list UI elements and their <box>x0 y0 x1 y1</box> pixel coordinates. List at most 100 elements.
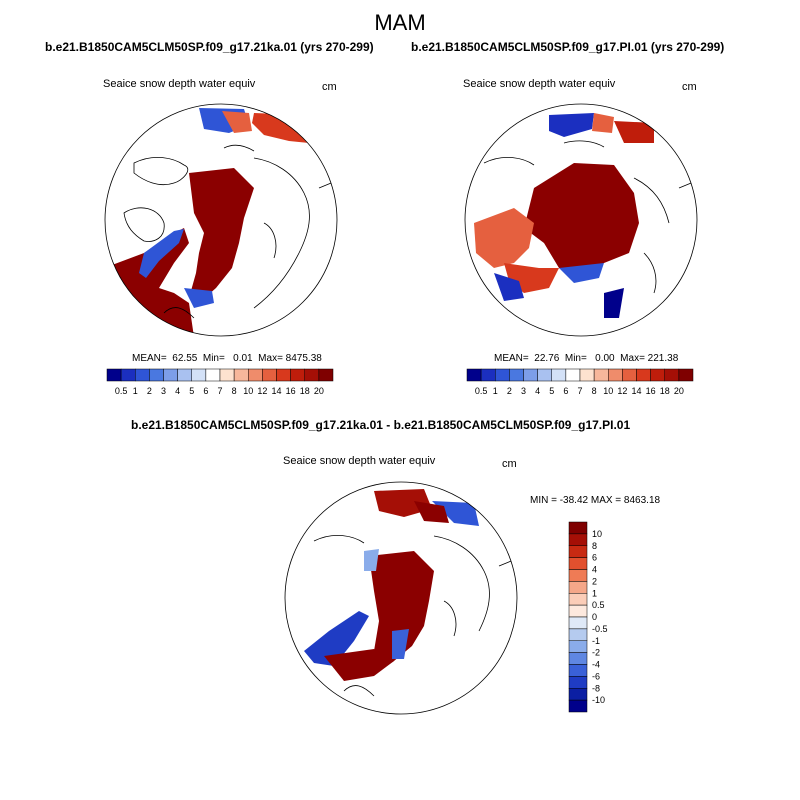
colorbar-tick-label: -8 <box>592 683 600 693</box>
diff-panel-title: b.e21.B1850CAM5CLM50SP.f09_g17.21ka.01 -… <box>131 418 631 432</box>
colorbar-tick-label: 2 <box>147 386 152 396</box>
panel-2-case-title: b.e21.B1850CAM5CLM50SP.f09_g17.PI.01 (yr… <box>411 40 725 54</box>
colorbar-swatch <box>664 368 680 382</box>
colorbar-swatch <box>568 545 588 558</box>
diff-polar-map <box>284 481 518 715</box>
colorbar-swatch <box>248 368 263 382</box>
panel-2-units-label: cm <box>682 81 697 93</box>
colorbar-swatch <box>219 368 235 382</box>
colorbar-tick-label: 16 <box>286 386 296 396</box>
colorbar-swatch <box>304 368 320 382</box>
colorbar-tick-label: 3 <box>161 386 166 396</box>
panel-2-stats: MEAN= 22.76 Min= 0.00 Max= 221.38 <box>494 353 679 364</box>
colorbar-tick-label: 1 <box>133 386 138 396</box>
colorbar-tick-label: 12 <box>257 386 267 396</box>
colorbar-swatch <box>568 676 588 689</box>
colorbar-swatch <box>480 368 496 382</box>
colorbar-tick-label: 20 <box>314 386 324 396</box>
colorbar-swatch <box>678 368 694 382</box>
colorbar-swatch <box>568 664 588 677</box>
colorbar-swatch <box>163 368 178 382</box>
colorbar-tick-label: 0 <box>592 612 597 622</box>
colorbar-swatch <box>568 593 588 606</box>
colorbar-swatch <box>568 699 588 713</box>
colorbar-swatch <box>233 368 249 382</box>
panel-2-polar-map <box>464 103 698 337</box>
diff-colorbar: 10 8 6 42 1 0.5 0 -0.5 -1 -2 -4-6 -8 -10 <box>568 521 608 713</box>
panel-1-colorbar: 0.5 1 2 3 4 5 6 7 8 10 12 14 16 18 20 <box>106 368 334 396</box>
colorbar-tick-label: 8 <box>232 386 237 396</box>
colorbar-swatch <box>568 581 588 594</box>
panel-1-polar-map <box>104 103 338 337</box>
colorbar-swatch <box>622 368 637 382</box>
colorbar-tick-label: 3 <box>521 386 526 396</box>
colorbar-swatch <box>568 521 588 535</box>
colorbar-swatch <box>318 368 334 382</box>
panel-1-units-label: cm <box>322 81 337 93</box>
colorbar-tick-label: 7 <box>577 386 582 396</box>
panel-2-colorbar: 0.5 1 2 3 4 5 6 7 8 10 12 14 16 18 20 <box>466 368 694 396</box>
colorbar-swatch <box>290 368 305 382</box>
colorbar-tick-label: -4 <box>592 660 600 670</box>
colorbar-swatch <box>495 368 510 382</box>
colorbar-tick-label: 5 <box>549 386 554 396</box>
diff-units-label: cm <box>502 458 517 470</box>
colorbar-tick-label: 10 <box>592 529 602 539</box>
colorbar-swatch <box>636 368 651 382</box>
colorbar-swatch <box>135 368 150 382</box>
panel-1-stats: MEAN= 62.55 Min= 0.01 Max= 8475.38 <box>132 353 322 364</box>
colorbar-tick-label: -0.5 <box>592 624 608 634</box>
colorbar-swatch <box>568 688 588 701</box>
colorbar-tick-label: 0.5 <box>475 386 488 396</box>
colorbar-tick-label: 4 <box>592 565 597 575</box>
colorbar-swatch <box>568 628 588 641</box>
colorbar-swatch <box>568 557 588 570</box>
colorbar-swatch <box>177 368 192 382</box>
colorbar-swatch <box>205 368 221 382</box>
colorbar-tick-label: 20 <box>674 386 684 396</box>
colorbar-tick-label: -1 <box>592 636 600 646</box>
colorbar-swatch <box>565 368 581 382</box>
arctic-core-region <box>189 168 254 303</box>
colorbar-tick-label: 14 <box>271 386 281 396</box>
colorbar-swatch <box>509 368 524 382</box>
colorbar-tick-label: 18 <box>660 386 670 396</box>
season-title: MAM <box>374 10 426 35</box>
colorbar-swatch <box>191 368 207 382</box>
diff-minmax: MIN = -38.42 MAX = 8463.18 <box>530 495 661 506</box>
colorbar-swatch <box>568 604 588 618</box>
diff-variable-label: Seaice snow depth water equiv <box>283 455 436 467</box>
colorbar-swatch <box>551 368 567 382</box>
colorbar-tick-label: 2 <box>592 576 597 586</box>
colorbar-tick-label: 4 <box>535 386 540 396</box>
arctic-core-region <box>369 551 434 671</box>
colorbar-tick-label: 10 <box>603 386 613 396</box>
colorbar-tick-label: 2 <box>507 386 512 396</box>
colorbar-tick-label: 14 <box>631 386 641 396</box>
colorbar-swatch <box>608 368 623 382</box>
colorbar-tick-label: 1 <box>493 386 498 396</box>
panel-1-case-title: b.e21.B1850CAM5CLM50SP.f09_g17.21ka.01 (… <box>45 40 374 54</box>
panel-2-variable-label: Seaice snow depth water equiv <box>463 78 616 90</box>
colorbar-tick-label: 12 <box>617 386 627 396</box>
colorbar-tick-label: 6 <box>592 553 597 563</box>
colorbar-tick-label: 1 <box>592 588 597 598</box>
colorbar-swatch <box>106 368 122 382</box>
colorbar-tick-label: -2 <box>592 648 600 658</box>
colorbar-tick-label: 18 <box>300 386 310 396</box>
colorbar-tick-label: 0.5 <box>115 386 128 396</box>
colorbar-swatch <box>568 569 588 582</box>
colorbar-tick-label: 16 <box>646 386 656 396</box>
colorbar-swatch <box>120 368 136 382</box>
colorbar-swatch <box>537 368 552 382</box>
colorbar-swatch <box>568 533 588 546</box>
colorbar-tick-label: 6 <box>563 386 568 396</box>
colorbar-swatch <box>650 368 665 382</box>
colorbar-tick-label: 8 <box>592 386 597 396</box>
colorbar-tick-label: 4 <box>175 386 180 396</box>
colorbar-swatch <box>568 616 588 630</box>
colorbar-swatch <box>579 368 595 382</box>
colorbar-swatch <box>568 640 588 653</box>
colorbar-swatch <box>523 368 538 382</box>
colorbar-tick-label: 8 <box>592 541 597 551</box>
